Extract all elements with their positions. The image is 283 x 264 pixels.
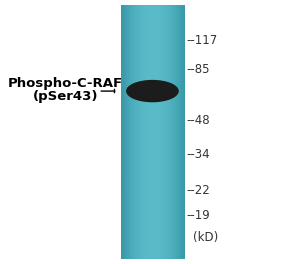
Text: (kD): (kD): [193, 231, 218, 244]
Text: --34: --34: [187, 148, 210, 161]
Text: --22: --22: [187, 183, 211, 197]
Text: --48: --48: [187, 114, 210, 127]
Text: --19: --19: [187, 209, 211, 222]
Text: --117: --117: [187, 34, 218, 48]
Ellipse shape: [126, 80, 179, 102]
Text: --85: --85: [187, 63, 210, 77]
Text: Phospho-C-RAF: Phospho-C-RAF: [8, 77, 123, 90]
Text: (pSer43): (pSer43): [33, 90, 98, 103]
